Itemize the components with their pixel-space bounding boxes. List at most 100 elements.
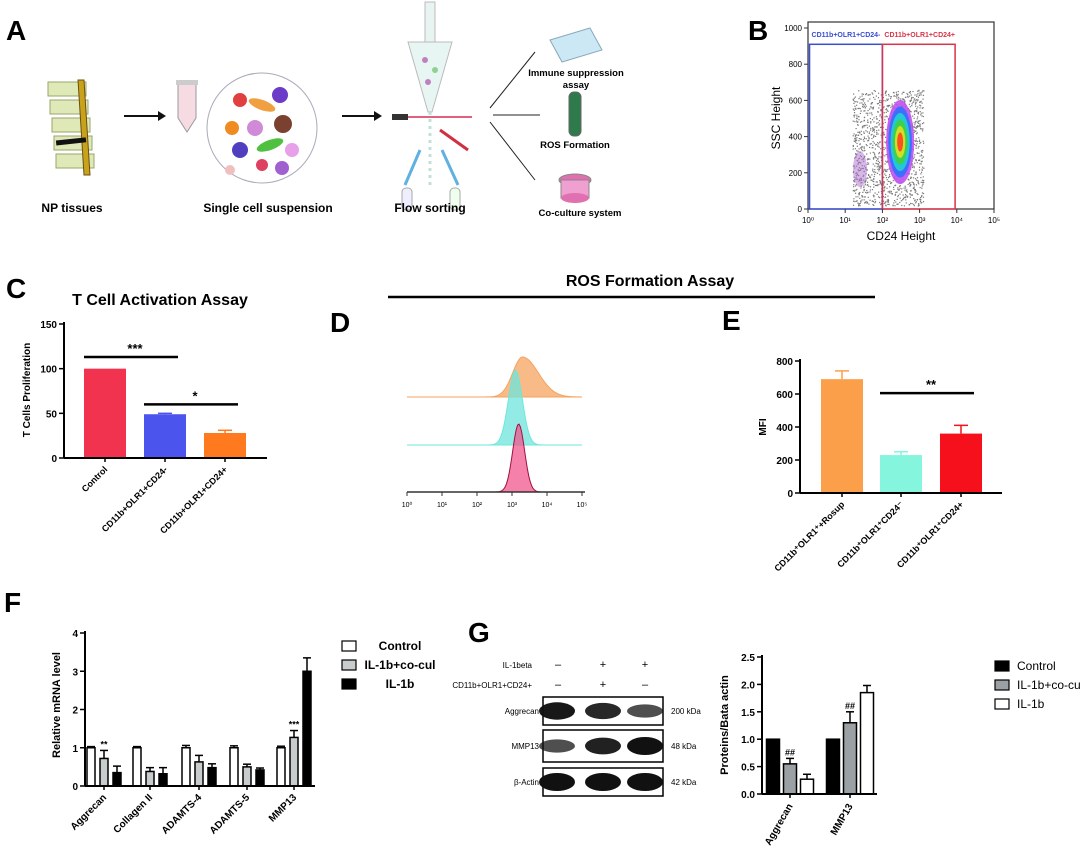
scatter-point: [868, 185, 870, 187]
scatter-point: [859, 143, 861, 146]
scatter-point: [923, 179, 925, 182]
y-tick-label: 0: [798, 205, 803, 214]
scatter-point: [897, 95, 899, 97]
panel-label-g: G: [468, 617, 490, 648]
scatter-point: [887, 201, 889, 203]
scatter-point: [855, 127, 857, 130]
scatter-point: [869, 199, 871, 201]
scatter-point: [905, 199, 907, 201]
scatter-point: [871, 147, 873, 149]
scatter-point: [919, 110, 921, 113]
scatter-point: [883, 187, 885, 189]
scatter-point: [921, 155, 923, 157]
bar: [825, 738, 841, 795]
scatter-point: [853, 190, 856, 192]
scatter-point: [855, 117, 858, 120]
scatter-point: [867, 100, 869, 102]
scatter-point: [860, 133, 863, 136]
scatter-point: [879, 181, 882, 183]
scatter-point: [853, 200, 855, 202]
scatter-point: [884, 196, 887, 198]
legend-label: Control: [1017, 659, 1056, 673]
scatter-point: [855, 141, 857, 143]
y-axis-label: MFI: [758, 418, 769, 435]
scatter-point: [852, 98, 854, 100]
scatter-point: [910, 97, 913, 99]
scatter-point: [891, 105, 894, 107]
histogram-series-1: [407, 356, 582, 398]
scatter-point: [879, 174, 881, 176]
scatter-point: [890, 96, 892, 98]
scatter-point: [876, 160, 878, 162]
scatter-point: [877, 133, 879, 135]
scatter-point: [873, 128, 875, 130]
significance-label: ***: [127, 341, 143, 356]
scatter-point: [917, 106, 919, 108]
scatter-point: [886, 199, 888, 201]
scatter-point: [870, 112, 873, 114]
scatter-point: [873, 121, 875, 123]
scatter-point: [889, 192, 891, 194]
scatter-point: [880, 134, 882, 136]
scatter-point: [908, 204, 910, 206]
scatter-point: [867, 109, 869, 112]
scatter-point: [906, 196, 909, 198]
scatter-point: [885, 108, 887, 111]
scatter-point: [902, 98, 904, 100]
scatter-point: [853, 181, 856, 183]
scatter-point: [874, 90, 877, 92]
scatter-point: [854, 148, 857, 150]
scatter-point: [873, 131, 876, 133]
scatter-point: [861, 127, 863, 129]
scatter-point: [878, 163, 880, 165]
scatter-point: [911, 103, 913, 105]
scatter-point: [861, 148, 863, 150]
scatter-point: [876, 172, 879, 174]
scatter-point: [867, 158, 870, 160]
scatter-point: [881, 116, 883, 118]
scatter-point: [866, 201, 869, 203]
scatter-point: [885, 90, 887, 92]
legend-label: IL-1b+co-cu: [1017, 678, 1080, 692]
chart-g-grouped-bar: Aggrecan MMP13 ## ## 0.0 0.5 1.0 1.5 2.0 2.5 Prote…: [719, 653, 1080, 846]
scatter-point: [915, 172, 917, 174]
y-tick-label: 200: [776, 456, 793, 467]
scatter-point: [918, 159, 921, 161]
scatter-point: [875, 157, 877, 159]
scatter-point: [861, 120, 863, 123]
scatter-point: [893, 202, 895, 204]
scatter-point: [921, 187, 923, 189]
scatter-point: [899, 98, 901, 100]
scatter-point: [873, 204, 875, 207]
scatter-point: [874, 135, 877, 138]
scatter-point: [863, 136, 865, 138]
scatter-point: [855, 120, 858, 122]
scatter-point: [886, 98, 888, 100]
scatter-point: [917, 181, 919, 183]
scatter-point: [873, 134, 875, 137]
scatter-point: [879, 126, 882, 129]
scatter-point: [878, 156, 880, 158]
scatter-point: [915, 105, 917, 107]
scatter-point: [912, 97, 914, 99]
scatter-point: [916, 132, 918, 134]
scatter-point: [883, 180, 885, 183]
scatter-point: [920, 100, 922, 102]
scatter-point: [884, 147, 887, 149]
panel-a: A: [6, 1, 624, 219]
scatter-point: [866, 131, 868, 133]
scatter-point: [887, 203, 889, 205]
scatter-point: [873, 129, 875, 131]
scatter-point: [874, 201, 877, 203]
x-tick-label: 10¹: [839, 216, 851, 225]
scatter-point: [913, 126, 915, 128]
scatter-point: [885, 91, 887, 93]
scatter-point: [885, 204, 887, 206]
scatter-point: [852, 120, 854, 122]
scatter-point: [861, 93, 863, 95]
legend-label: IL-1b: [386, 677, 415, 691]
scatter-point: [880, 183, 882, 185]
scatter-point: [859, 143, 861, 145]
scatter-point: [903, 99, 905, 101]
scatter-point: [920, 150, 922, 152]
